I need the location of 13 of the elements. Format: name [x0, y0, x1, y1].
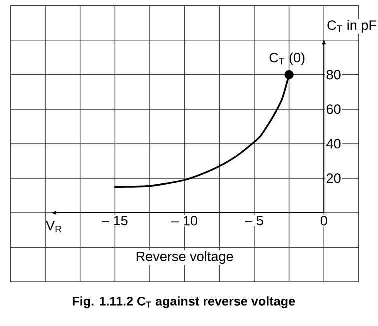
x-tick-label: – 10: [172, 216, 198, 226]
y-axis-title: C$_{T}$ in pF: [328, 20, 376, 33]
x-axis-title: Reverse voltage: [136, 252, 234, 264]
y-tick-label: 20: [326, 174, 341, 184]
y-tick-label: 80: [326, 70, 341, 80]
x-tick-label: – 5: [245, 216, 264, 226]
x-tick-label: – 15: [102, 216, 128, 226]
x-tick-label: 0: [320, 216, 328, 226]
y-tick-label: 60: [326, 104, 341, 114]
annotation: C$_{T}$ (0): [270, 52, 305, 66]
annotation: V$_{R}$: [46, 221, 62, 233]
text: Fig. 1.11.2 C$_{T}$ against reverse voltage: [72, 296, 296, 308]
y-tick-label: 40: [326, 139, 341, 149]
